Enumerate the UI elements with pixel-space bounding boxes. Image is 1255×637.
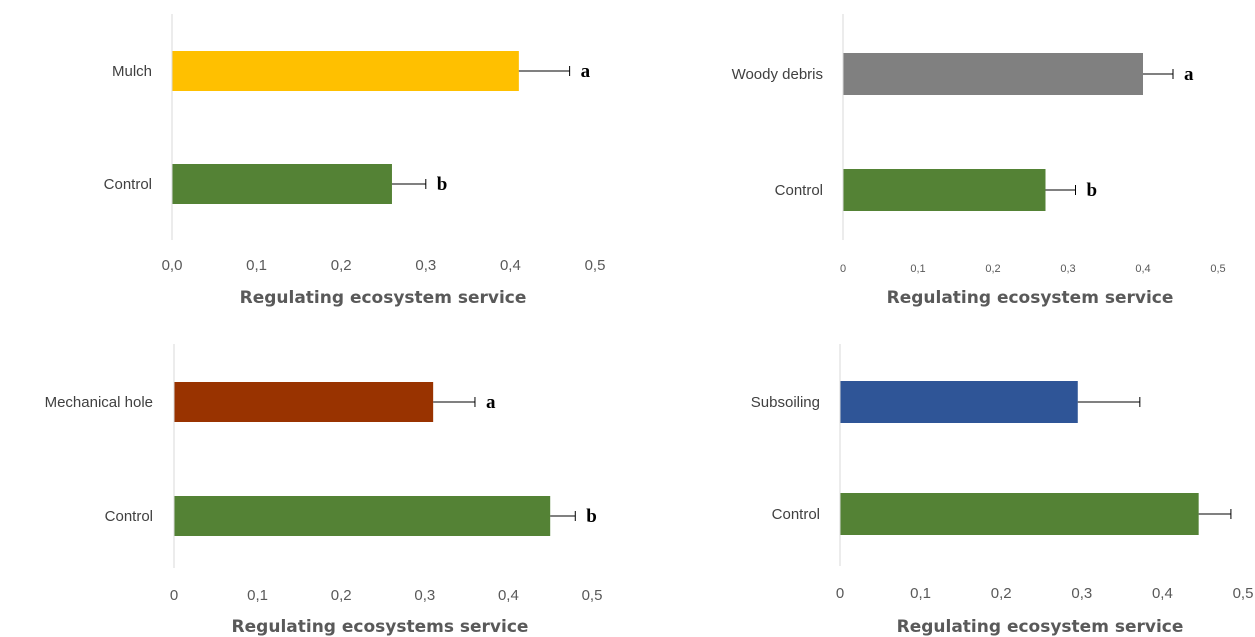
x-tick-label: 0,4 [500, 257, 521, 274]
significance-label: a [486, 392, 496, 413]
x-tick-label: 0,4 [1152, 585, 1173, 602]
chart-subsoiling: Subsoiling Control 0 0,1 0,2 0,3 0,4 0,5 Regulat… [751, 344, 1254, 637]
bar-control [843, 169, 1046, 211]
bar-woody-debris [843, 53, 1143, 95]
category-label: Subsoiling [751, 394, 820, 411]
bar-mechanical-hole [174, 382, 434, 422]
x-tick-label: 0,5 [582, 587, 603, 604]
significance-label: a [1184, 64, 1194, 85]
x-axis-title: Regulating ecosystems service [232, 617, 529, 637]
category-label: Mechanical hole [45, 394, 153, 411]
category-label: Control [772, 506, 820, 523]
chart-woody-debris: Woody debris a Control b 0 0,1 0,2 0,3 0,4 0,5 Reg… [732, 14, 1226, 308]
bar-control [172, 164, 392, 204]
x-tick-label: 0,2 [331, 257, 352, 274]
category-label: Control [104, 176, 152, 193]
x-tick-label: 0,1 [910, 585, 931, 602]
x-tick-label: 0,0 [162, 257, 183, 274]
x-tick-label: 0 [840, 263, 846, 275]
x-tick-label: 0,3 [1060, 263, 1075, 275]
bar-mulch [172, 51, 519, 91]
category-label: Control [105, 508, 153, 525]
x-tick-label: 0 [836, 585, 844, 602]
category-label: Mulch [112, 63, 152, 80]
bar-control [840, 493, 1199, 535]
x-axis-title: Regulating ecosystem service [897, 617, 1184, 637]
x-tick-label: 0,4 [498, 587, 519, 604]
x-tick-label: 0,1 [247, 587, 268, 604]
category-label: Control [775, 182, 823, 199]
significance-label: b [437, 174, 448, 195]
x-tick-label: 0,3 [1071, 585, 1092, 602]
significance-label: b [1087, 180, 1098, 201]
bar-control [174, 496, 551, 536]
x-tick-label: 0,4 [1135, 263, 1150, 275]
category-label: Woody debris [732, 66, 823, 83]
x-tick-label: 0,1 [246, 257, 267, 274]
x-axis-title: Regulating ecosystem service [240, 288, 527, 308]
x-tick-label: 0,2 [991, 585, 1012, 602]
x-axis-title: Regulating ecosystem service [887, 288, 1174, 308]
x-tick-label: 0,5 [585, 257, 606, 274]
x-tick-label: 0,5 [1233, 585, 1254, 602]
x-tick-label: 0,3 [415, 257, 436, 274]
bar-subsoiling [840, 381, 1078, 423]
significance-label: b [586, 506, 597, 527]
x-tick-label: 0,2 [331, 587, 352, 604]
chart-mechanical-hole: Mechanical hole a Control b 0 0,1 0,2 0,3 0,4 0,5… [45, 344, 603, 637]
x-tick-label: 0,1 [910, 263, 925, 275]
chart-mulch: Mulch a Control b 0,0 0,1 0,2 0,3 0,4 0,5 Regulati… [104, 14, 606, 308]
x-tick-label: 0,3 [414, 587, 435, 604]
x-tick-label: 0,5 [1210, 263, 1225, 275]
x-tick-label: 0 [170, 587, 178, 604]
significance-label: a [581, 61, 591, 82]
x-tick-label: 0,2 [985, 263, 1000, 275]
